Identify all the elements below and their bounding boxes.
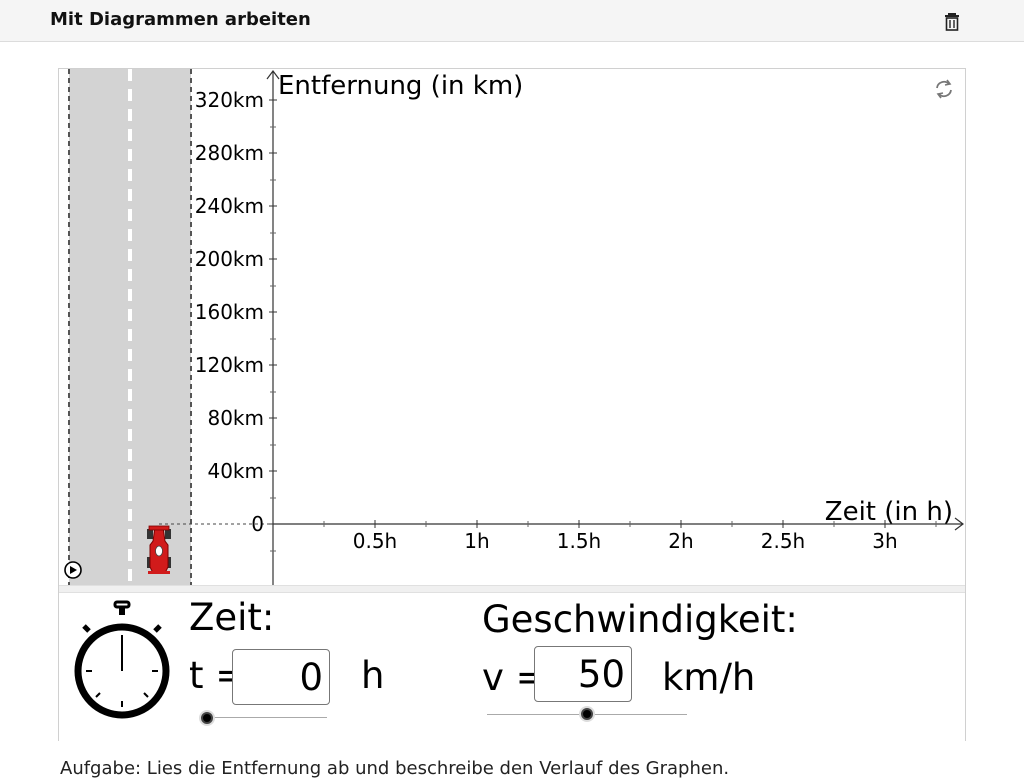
time-slider-handle[interactable] [201,712,213,724]
time-heading: Zeit: [189,596,275,639]
time-slider-track[interactable] [207,717,327,718]
speed-input[interactable]: 50 [534,646,632,702]
x-tick-label: 0.5h [353,529,397,553]
x-tick-label: 1.5h [557,529,601,553]
y-tick-label: 240km [195,194,264,218]
y-tick-label: 80km [207,406,264,430]
time-unit: h [361,654,385,697]
page-title: Mit Diagrammen arbeiten [50,9,311,30]
task-text: Aufgabe: Lies die Entfernung ab und besc… [60,758,730,779]
panel-divider [59,585,965,593]
y-tick-label: 0 [251,512,264,536]
x-axis-label: Zeit (in h) [825,497,953,527]
x-tick-label: 1h [464,529,489,553]
road [69,69,191,585]
x-tick-label: 3h [872,529,897,553]
graph-area: 320km280km240km200km160km120km80km40km0 … [64,69,964,585]
speed-heading: Geschwindigkeit: [482,598,798,641]
x-tick-label: 2h [668,529,693,553]
x-tick-label: 2.5h [761,529,805,553]
y-tick-label: 200km [195,247,264,271]
header-bar: Mit Diagrammen arbeiten [0,0,1024,42]
trash-icon[interactable] [940,10,964,32]
y-tick-label: 280km [195,141,264,165]
geogebra-applet: 320km 280km 240km 200km 160km 120km 80km 40km 0 … [58,68,966,741]
time-input[interactable]: 0 [232,649,330,705]
y-tick-label: 320km [195,88,264,112]
race-car-icon[interactable] [147,525,171,574]
speed-slider-handle[interactable] [581,708,593,720]
reset-icon[interactable] [936,79,952,99]
y-tick-label: 40km [207,459,264,483]
play-icon[interactable] [64,561,82,579]
speed-unit: km/h [662,656,756,699]
y-axis-label: Entfernung (in km) [278,71,523,101]
y-tick-label: 160km [195,300,264,324]
y-tick-label: 120km [195,353,264,377]
stopwatch-icon [74,600,170,719]
